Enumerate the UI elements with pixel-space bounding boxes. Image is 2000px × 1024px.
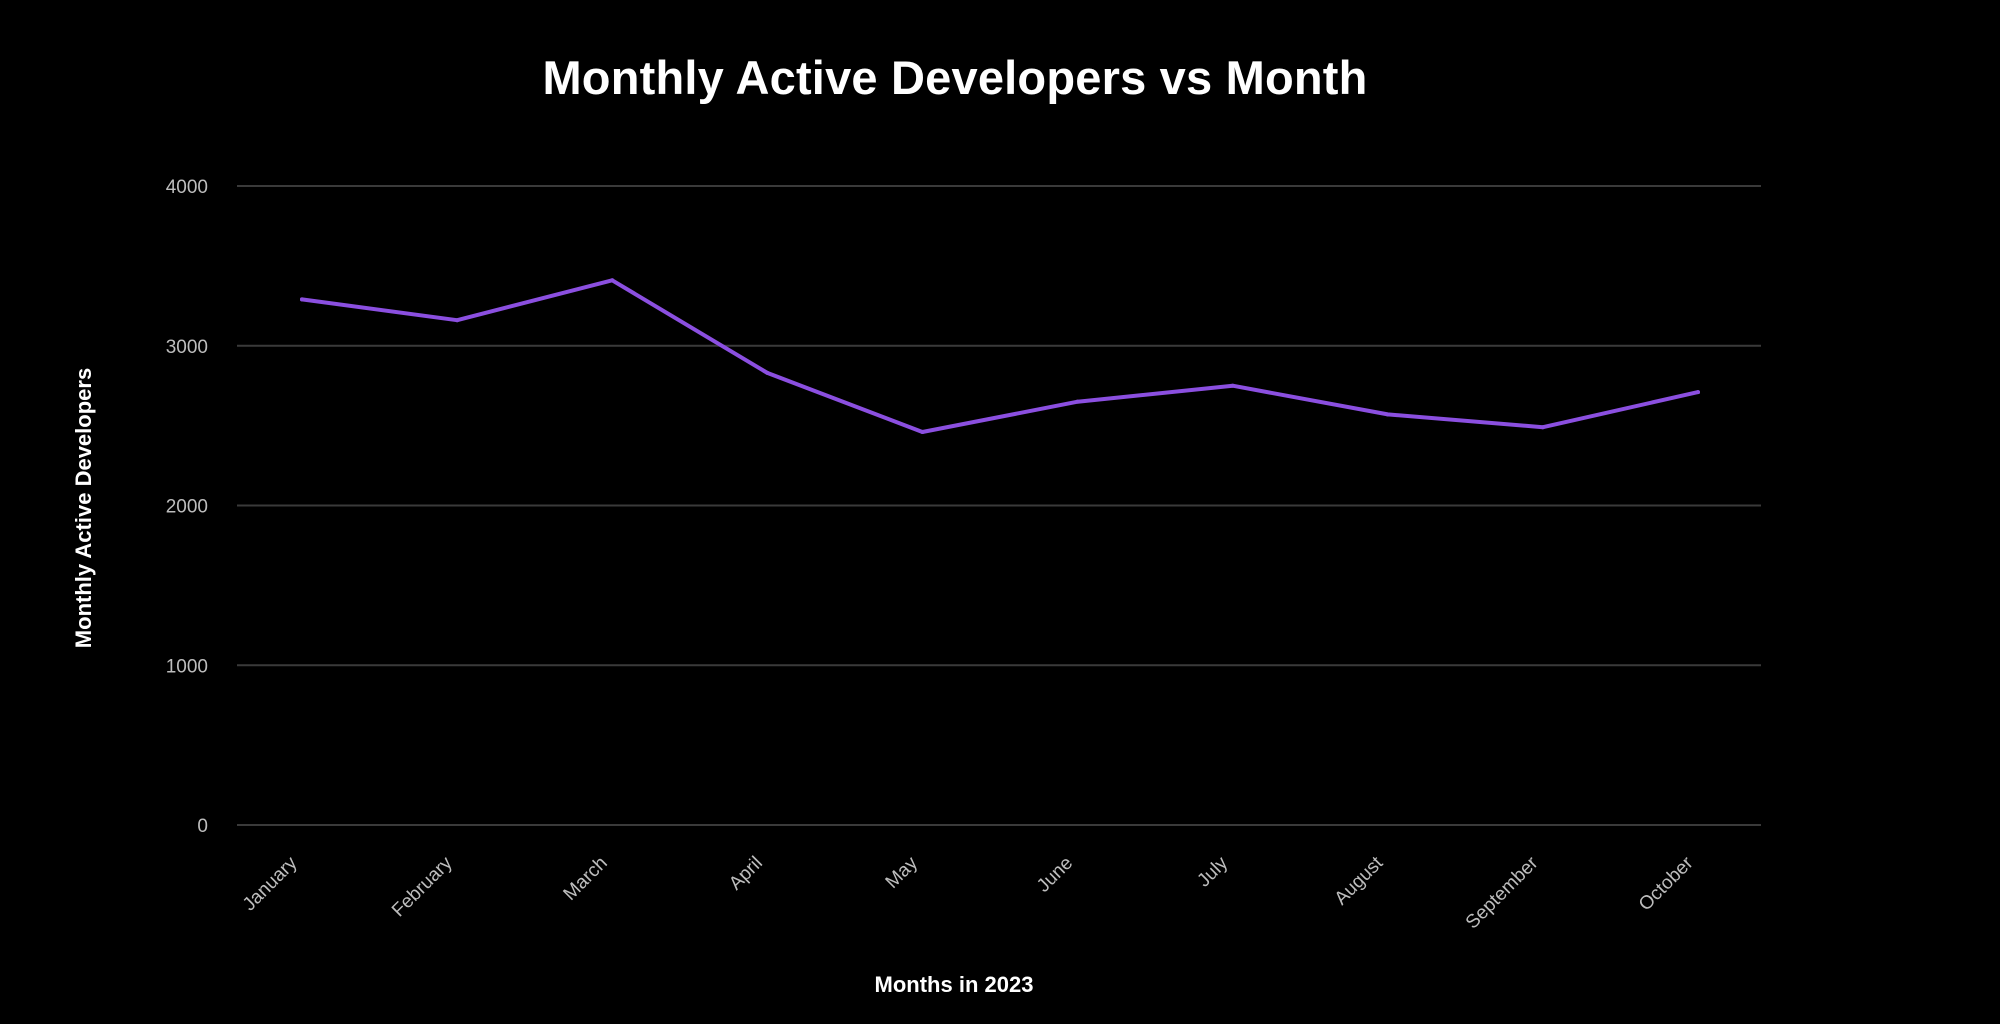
data-point <box>920 430 925 435</box>
y-tick-label: 3000 <box>166 337 208 358</box>
x-tick-label: August <box>1331 852 1388 909</box>
data-point <box>300 297 304 302</box>
data-point <box>455 318 460 323</box>
x-tick-label: March <box>560 853 612 905</box>
series-line <box>300 278 1700 434</box>
x-tick-label: April <box>725 853 767 895</box>
x-tick-label: July <box>1193 852 1232 891</box>
data-point <box>1696 390 1700 395</box>
chart-title: Monthly Active Developers vs Month <box>542 51 1368 104</box>
y-axis-ticks: 0 1000 2000 3000 4000 <box>166 177 208 837</box>
x-axis-ticks: January February March April May June July Augu… <box>239 852 1698 933</box>
series-layer <box>300 278 1700 435</box>
x-axis-label: Months in 2023 <box>875 972 1034 997</box>
x-tick-label: September <box>1462 852 1543 933</box>
y-tick-label: 4000 <box>166 177 208 198</box>
x-tick-label: May <box>882 852 923 893</box>
x-tick-label: June <box>1033 853 1077 897</box>
y-tick-label: 1000 <box>166 656 208 677</box>
y-axis-label: Monthly Active Developers <box>71 368 96 648</box>
x-tick-label: January <box>239 852 302 915</box>
data-point <box>1230 383 1235 388</box>
data-point <box>610 278 615 283</box>
data-point <box>765 370 770 375</box>
y-tick-label: 0 <box>197 816 208 837</box>
x-tick-label: October <box>1635 852 1698 915</box>
data-point <box>1075 399 1080 404</box>
y-tick-label: 2000 <box>166 497 208 518</box>
gridlines <box>237 185 1761 826</box>
data-point <box>1385 412 1390 417</box>
x-tick-label: February <box>388 852 457 921</box>
data-point <box>1540 425 1545 430</box>
